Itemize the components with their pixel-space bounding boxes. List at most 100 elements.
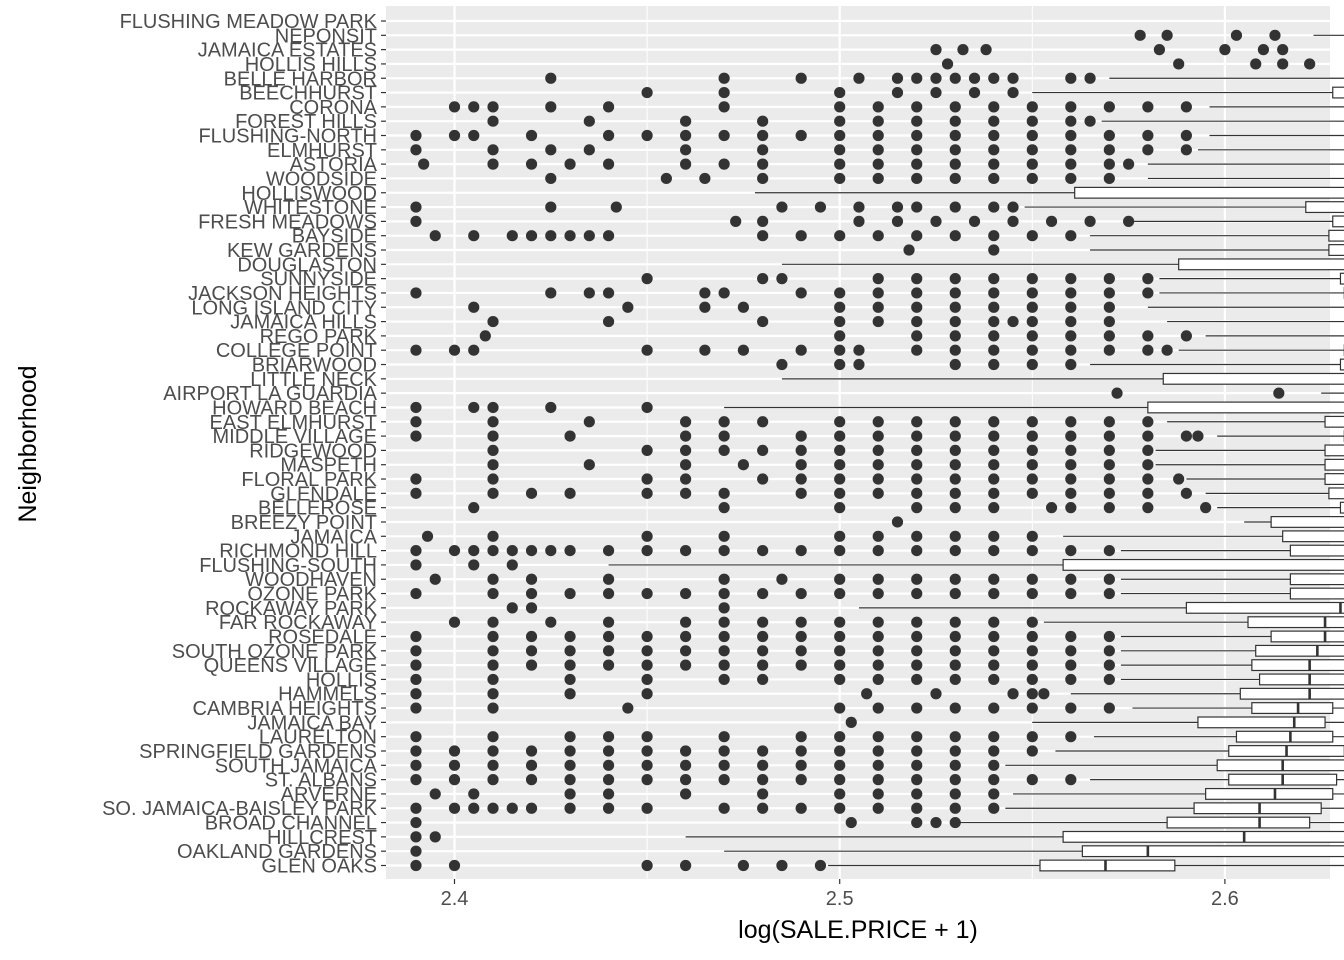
outlier-point xyxy=(872,287,884,299)
box-laurelton xyxy=(410,730,1344,743)
y-tick-label: FAR ROCKAWAY xyxy=(219,612,377,634)
outlier-point xyxy=(1026,659,1038,671)
outlier-point xyxy=(564,430,576,442)
outlier-point xyxy=(834,144,846,156)
outlier-point xyxy=(1180,487,1192,499)
outlier-point xyxy=(1103,416,1115,428)
box-iqr xyxy=(1328,487,1344,500)
outlier-point xyxy=(1103,587,1115,600)
outlier-point xyxy=(487,545,499,557)
outlier-point xyxy=(872,101,884,113)
outlier-point xyxy=(1026,144,1038,156)
outlier-point xyxy=(699,287,711,299)
outlier-point xyxy=(776,573,788,585)
outlier-point xyxy=(641,530,653,542)
outlier-point xyxy=(680,659,692,671)
box-iqr xyxy=(1081,845,1344,858)
outlier-point xyxy=(988,673,1000,686)
y-tick-label: GLEN OAKS xyxy=(261,856,377,878)
box-iqr xyxy=(1216,759,1344,772)
outlier-point xyxy=(448,101,461,113)
outlier-point xyxy=(949,315,961,328)
outlier-point xyxy=(872,587,884,600)
outlier-point xyxy=(757,616,769,628)
outlier-point xyxy=(680,616,692,628)
outlier-point xyxy=(1065,645,1077,657)
y-tick-label: HILLCREST xyxy=(267,827,377,849)
outlier-point xyxy=(834,802,846,814)
outlier-point xyxy=(911,301,923,313)
outlier-point xyxy=(911,330,923,342)
outlier-point xyxy=(776,859,788,872)
box-arverne xyxy=(429,787,1344,800)
outlier-point xyxy=(410,587,422,600)
outlier-point xyxy=(641,401,653,414)
outlier-point xyxy=(487,688,499,700)
outlier-point xyxy=(1065,731,1077,743)
box-iqr xyxy=(1324,444,1344,457)
outlier-point xyxy=(988,115,1000,127)
outlier-point xyxy=(487,630,499,643)
outlier-point xyxy=(911,573,923,585)
outlier-point xyxy=(1026,645,1038,657)
outlier-point xyxy=(757,158,769,170)
outlier-point xyxy=(988,344,1000,356)
outlier-point xyxy=(795,645,807,657)
outlier-point xyxy=(988,416,1000,428)
outlier-point xyxy=(602,587,615,600)
box-college-point xyxy=(410,344,1344,357)
box-iqr xyxy=(1339,358,1344,371)
outlier-point xyxy=(1026,573,1038,585)
y-tick-label: MASPETH xyxy=(280,455,377,477)
outlier-point xyxy=(853,215,865,227)
outlier-point xyxy=(757,774,769,786)
outlier-point xyxy=(468,788,480,800)
outlier-point xyxy=(429,573,441,585)
outlier-point xyxy=(1142,344,1154,356)
outlier-point xyxy=(545,201,557,213)
outlier-point xyxy=(1103,502,1115,514)
outlier-point xyxy=(1065,659,1077,671)
outlier-point xyxy=(1103,344,1115,356)
outlier-point xyxy=(564,802,576,814)
outlier-point xyxy=(795,659,807,671)
outlier-point xyxy=(410,473,422,485)
outlier-point xyxy=(680,473,692,485)
box-glendale xyxy=(410,487,1344,500)
outlier-point xyxy=(641,473,653,485)
outlier-point xyxy=(834,545,846,557)
outlier-point xyxy=(468,344,480,356)
outlier-point xyxy=(564,545,576,557)
outlier-point xyxy=(1007,315,1019,328)
outlier-point xyxy=(564,659,576,671)
outlier-point xyxy=(988,630,1000,643)
outlier-point xyxy=(911,287,923,299)
outlier-point xyxy=(795,759,807,771)
y-tick-label: QUEENS VILLAGE xyxy=(204,655,377,677)
outlier-point xyxy=(1007,72,1019,84)
outlier-point xyxy=(911,129,923,142)
outlier-point xyxy=(610,201,622,213)
outlier-point xyxy=(949,487,961,499)
outlier-point xyxy=(641,630,653,643)
outlier-point xyxy=(641,745,653,757)
outlier-point xyxy=(1103,645,1115,657)
outlier-point xyxy=(949,802,961,814)
outlier-point xyxy=(525,645,538,657)
outlier-point xyxy=(1142,144,1154,156)
outlier-point xyxy=(641,86,653,99)
outlier-point xyxy=(930,816,942,829)
box-iqr xyxy=(1251,659,1344,672)
outlier-point xyxy=(903,244,915,256)
outlier-point xyxy=(872,702,884,714)
outlier-point xyxy=(872,301,884,313)
outlier-point xyxy=(1026,330,1038,342)
outlier-point xyxy=(602,101,615,113)
outlier-point xyxy=(872,673,884,686)
outlier-point xyxy=(872,774,884,786)
outlier-point xyxy=(988,201,1000,213)
box-floral-park xyxy=(410,473,1344,486)
box-glen-oaks xyxy=(410,859,1344,872)
outlier-point xyxy=(891,86,904,99)
outlier-point xyxy=(641,688,653,700)
